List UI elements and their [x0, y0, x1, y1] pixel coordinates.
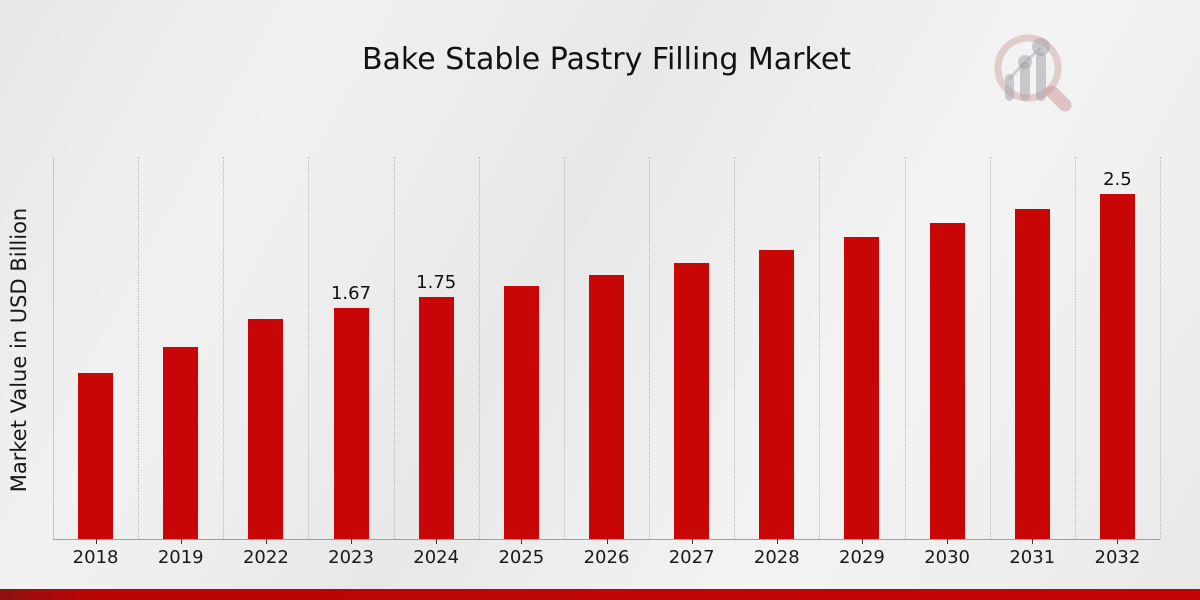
gridline: [478, 157, 480, 539]
x-tick-label-2028: 2028: [753, 547, 800, 568]
gridline: [138, 157, 140, 539]
bar-2032: [1099, 193, 1135, 539]
x-tick-label-2029: 2029: [839, 547, 885, 568]
gridline: [1074, 157, 1076, 539]
bar-2024: [418, 297, 454, 539]
bar-2022: [248, 319, 284, 539]
x-axis-tick: [691, 539, 693, 544]
bar-2029: [844, 236, 880, 539]
x-tick-label-2032: 2032: [1094, 547, 1141, 568]
x-axis-tick: [180, 539, 182, 544]
gridline: [1160, 157, 1161, 539]
bar-2025: [503, 286, 539, 539]
x-axis-tick: [606, 539, 608, 544]
bar-2030: [929, 222, 965, 539]
gridline: [904, 157, 906, 539]
x-tick-label-2030: 2030: [924, 547, 971, 568]
gridline: [989, 157, 991, 539]
value-label-2024: 1.75: [416, 272, 457, 294]
magnifying-glass-bar-chart-logo-icon: [994, 34, 1072, 112]
x-tick-label-2031: 2031: [1009, 547, 1056, 568]
x-tick-label-2026: 2026: [583, 547, 630, 568]
x-axis-tick: [947, 539, 949, 544]
x-axis-tick: [1032, 539, 1034, 544]
x-axis-tick: [351, 539, 353, 544]
x-axis-tick: [776, 539, 778, 544]
x-axis-tick: [521, 539, 523, 544]
bar-2027: [674, 262, 710, 539]
x-tick-label-2023: 2023: [328, 547, 374, 568]
x-tick-label-2025: 2025: [498, 547, 545, 568]
gridline: [563, 157, 565, 539]
x-axis-tick: [95, 539, 97, 544]
bar-2028: [759, 250, 795, 539]
gridline: [308, 157, 310, 539]
y-axis-spine: [53, 157, 54, 539]
footer-brand-band: [0, 589, 1200, 600]
x-tick-label-2019: 2019: [157, 547, 204, 568]
x-tick-label-2024: 2024: [413, 547, 460, 568]
bar-2019: [163, 347, 199, 539]
value-label-2032: 2.5: [1103, 168, 1132, 190]
x-axis-tick: [265, 539, 267, 544]
y-axis-label: Market Value in USD Billion: [7, 207, 31, 493]
x-axis-tick: [1117, 539, 1119, 544]
gridline: [393, 157, 395, 539]
bar-2026: [589, 275, 624, 539]
x-tick-label-2027: 2027: [668, 547, 715, 568]
bar-2018: [78, 373, 114, 539]
chart-title: Bake Stable Pastry Filling Market: [361, 42, 852, 77]
gridline: [734, 157, 736, 539]
value-label-2023: 1.67: [330, 283, 372, 305]
bar-2023: [333, 308, 369, 539]
gridline: [819, 157, 821, 539]
plot-area: 2018 2019 2022 2023 1.67 2024 1.75 2025 2026 2027…: [53, 155, 1161, 568]
x-axis-tick: [436, 539, 438, 544]
x-tick-label-2022: 2022: [242, 547, 289, 568]
x-tick-label-2018: 2018: [72, 547, 119, 568]
gridline: [223, 157, 225, 539]
bar-2031: [1014, 208, 1050, 539]
x-axis-tick: [861, 539, 863, 544]
gridline: [649, 157, 651, 539]
